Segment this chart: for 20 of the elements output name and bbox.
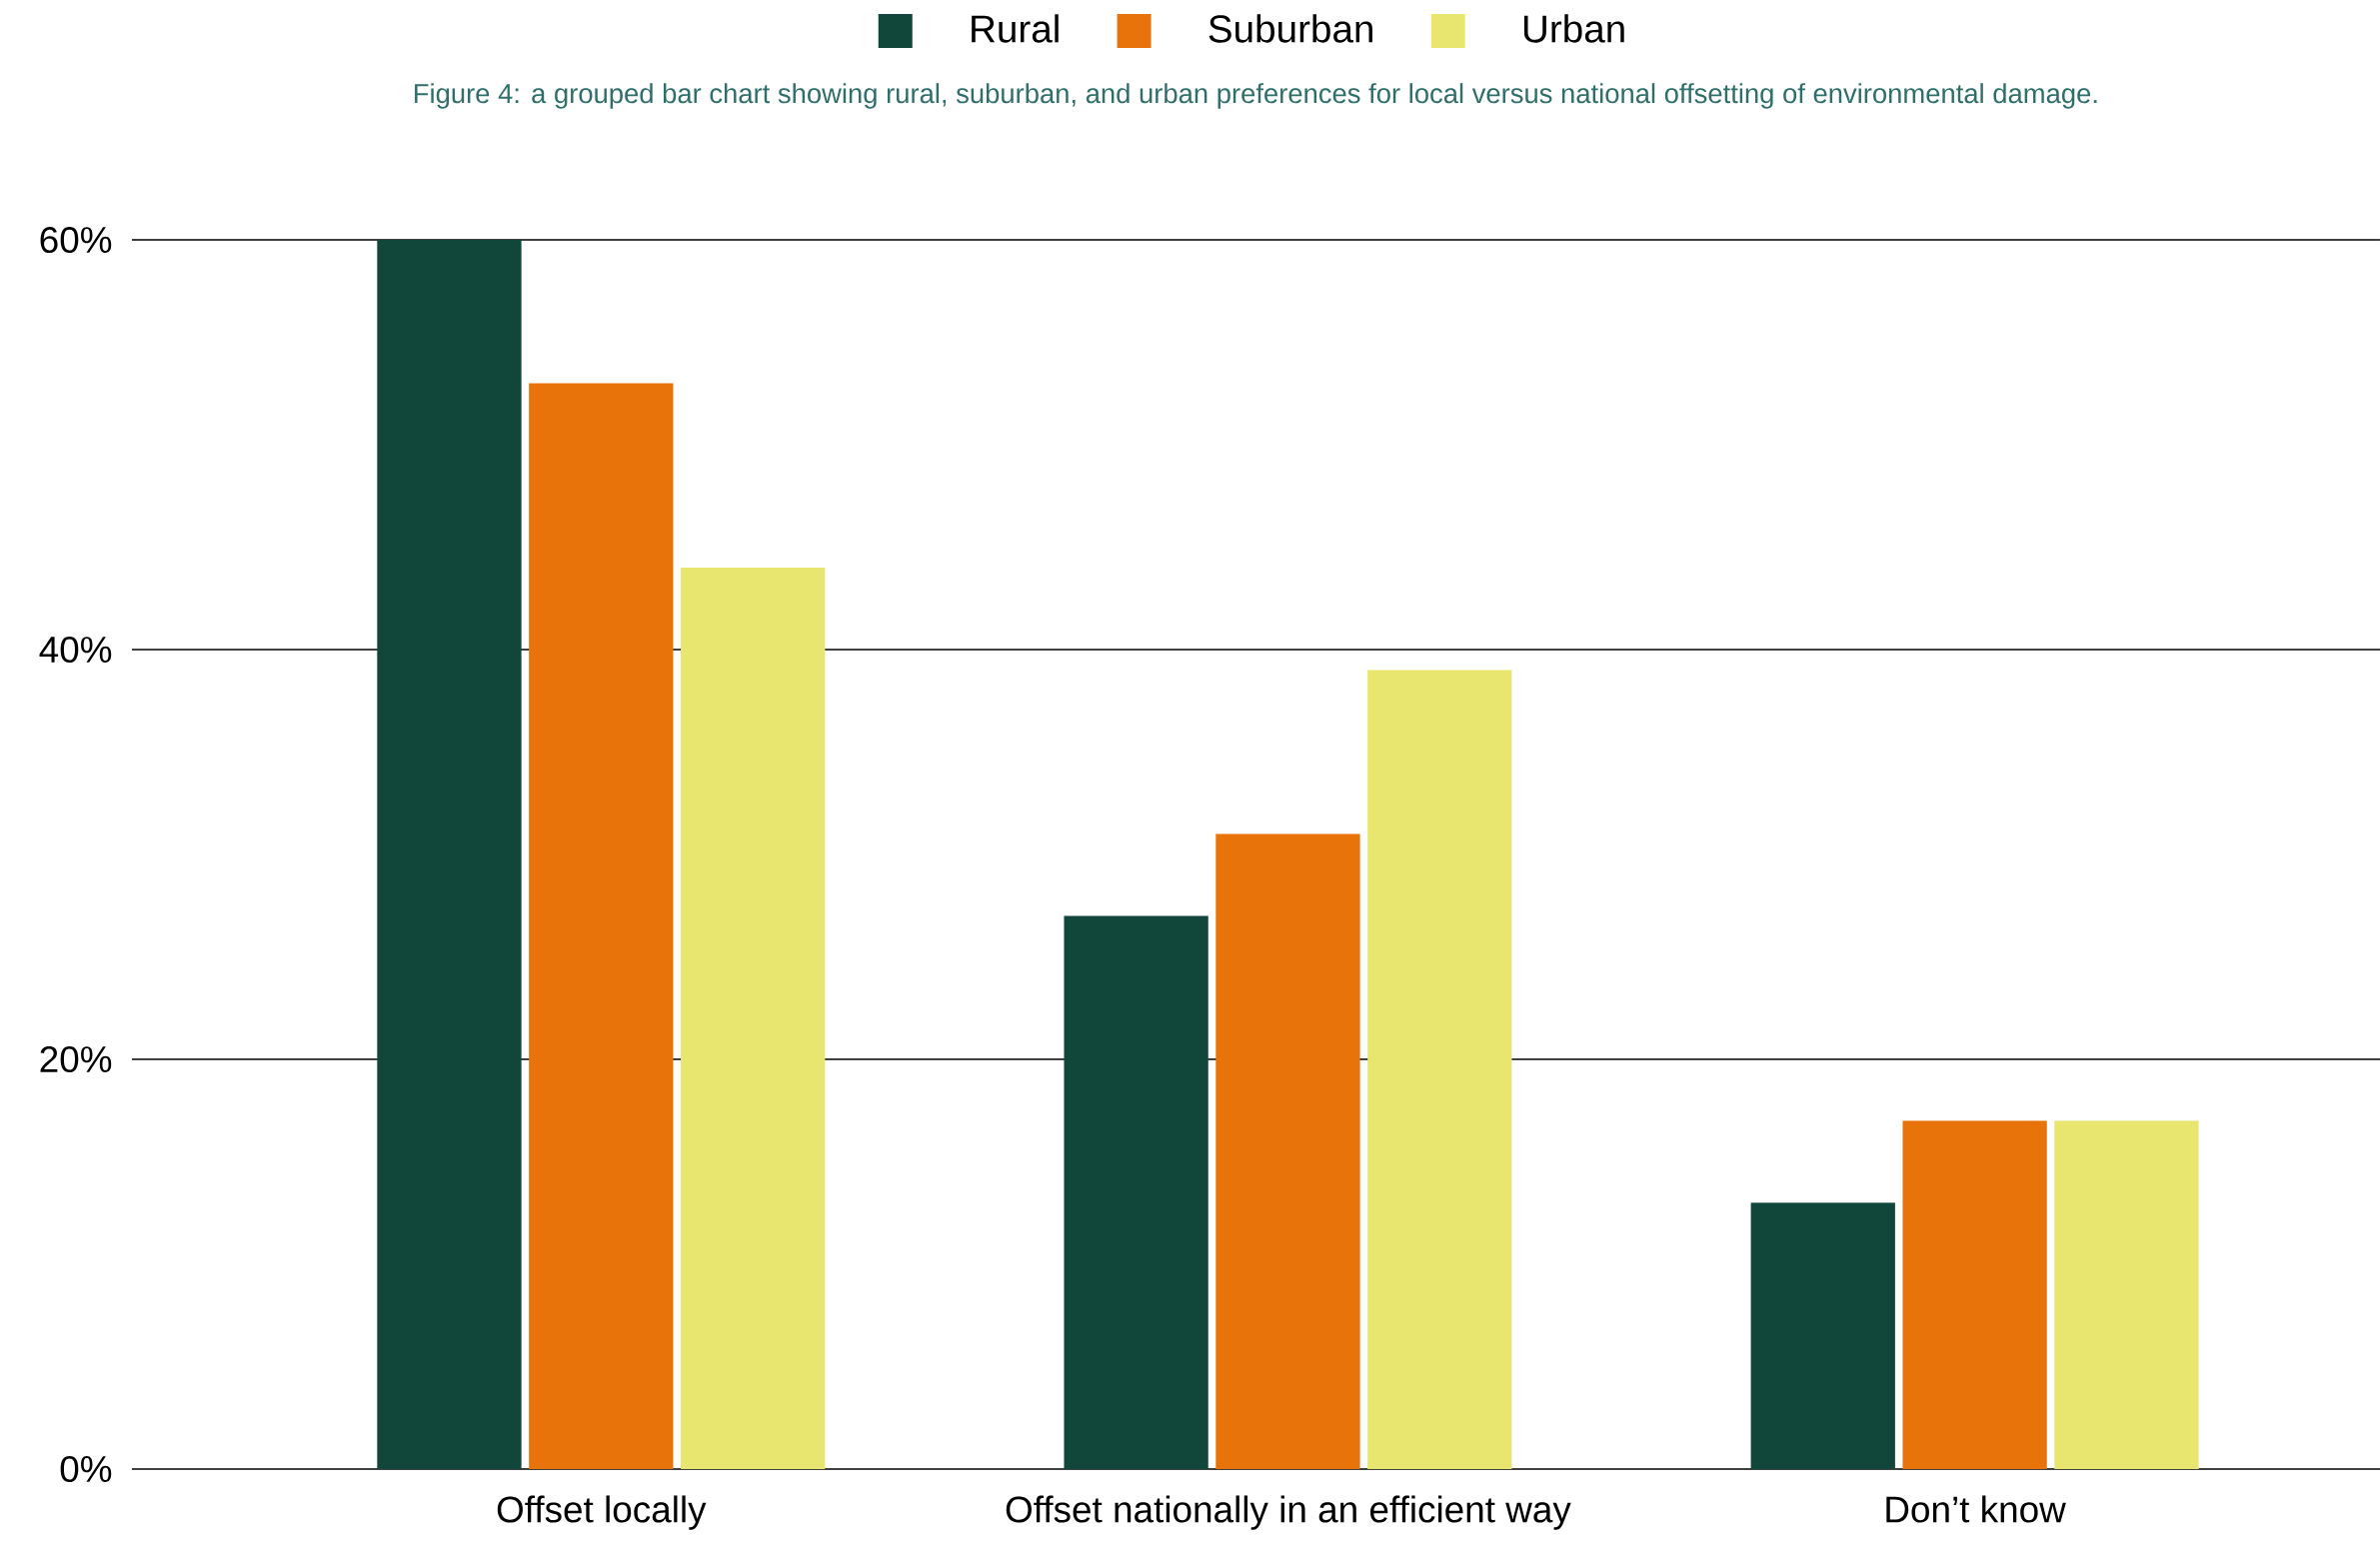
bar <box>1367 670 1512 1469</box>
bar <box>681 568 826 1469</box>
legend-label: Suburban <box>1208 14 1372 43</box>
y-tick-label: 0% <box>60 1455 112 1483</box>
bar <box>2054 1120 2199 1469</box>
y-tick-label: 60% <box>40 226 112 254</box>
chart-title: Figure 4: a grouped bar chart showing rural, suburban, and urban preferences for local versus national offsetting of environmental damage. <box>415 83 2097 109</box>
bar <box>1215 833 1360 1469</box>
x-tick-label: Offset locally <box>497 1495 707 1530</box>
y-tick-label: 20% <box>40 1045 112 1073</box>
bar <box>1064 915 1208 1469</box>
legend-label: Rural <box>972 14 1059 43</box>
x-tick-label: Don’t know <box>1886 1495 2066 1523</box>
x-tick-label: Offset nationally in an efficient way <box>1006 1495 1571 1530</box>
bar <box>1750 1202 1895 1469</box>
bar <box>377 240 522 1469</box>
y-tick-label: 40% <box>39 636 112 664</box>
bar <box>529 383 674 1469</box>
bar <box>1902 1120 2047 1469</box>
legend-label: Urban <box>1523 14 1624 43</box>
